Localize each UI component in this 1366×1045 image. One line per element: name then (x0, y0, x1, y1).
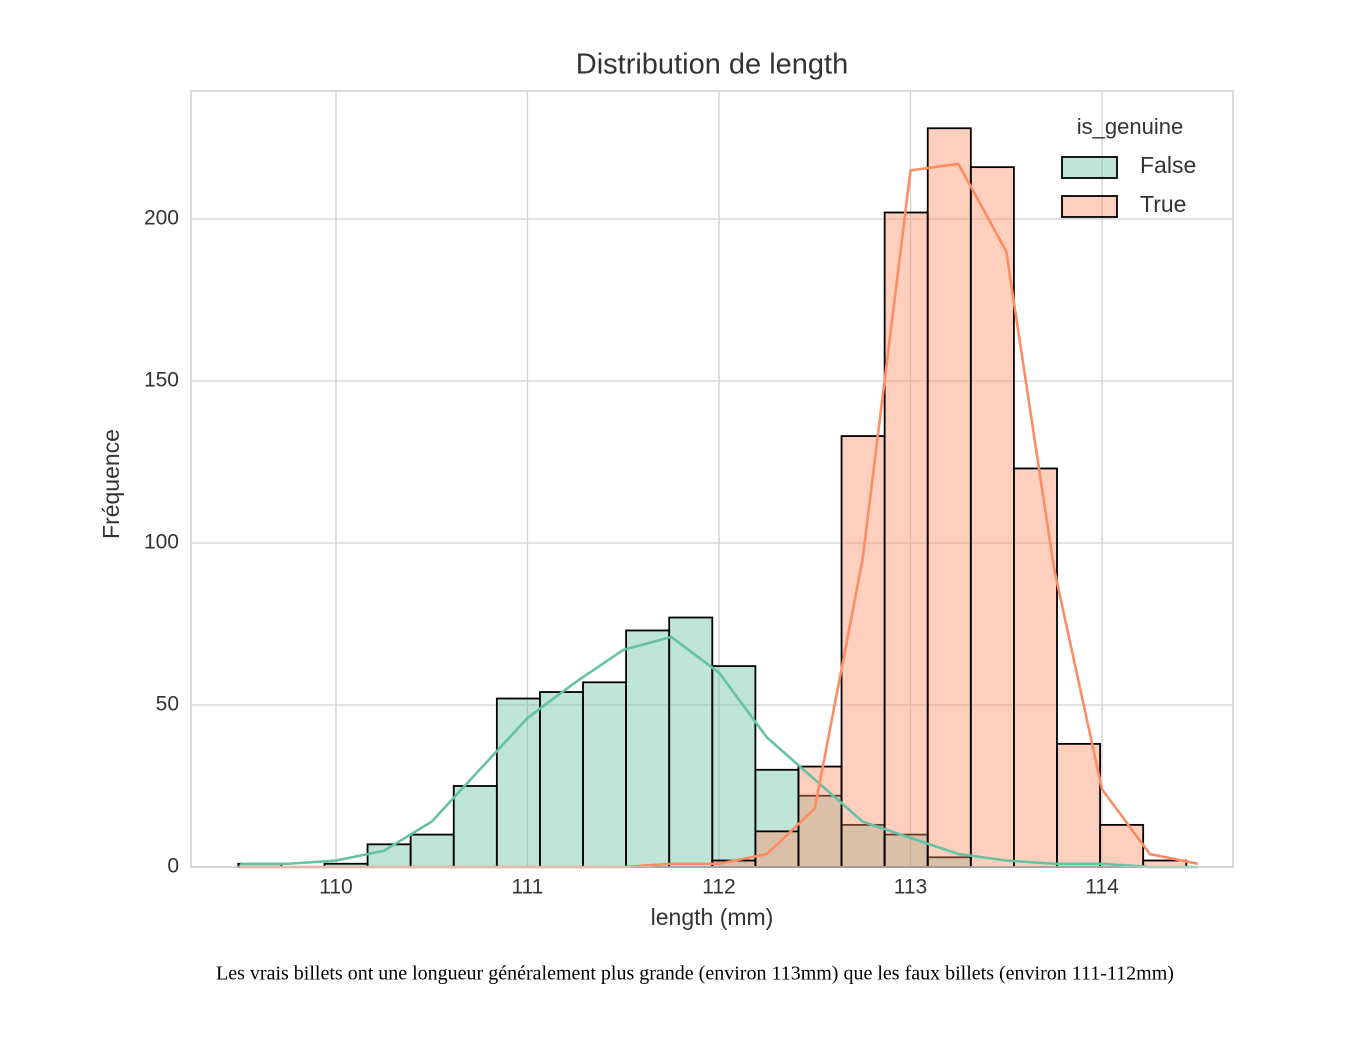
bar (840, 823, 886, 868)
bar (754, 830, 800, 868)
x-tick-label: 114 (1085, 876, 1119, 899)
bar (495, 697, 541, 868)
plot-frame (190, 90, 1234, 868)
x-tick-label: 110 (319, 876, 352, 899)
legend-label: False (1140, 152, 1196, 178)
y-tick-label: 200 (144, 207, 179, 230)
legend-title: is_genuine (1077, 114, 1183, 139)
bar (1056, 742, 1101, 868)
bar (539, 691, 584, 868)
bar (754, 768, 800, 868)
y-tick-label: 0 (167, 855, 179, 878)
bar (1013, 467, 1058, 868)
bar (625, 629, 671, 868)
bar (840, 435, 886, 868)
bar (452, 785, 498, 868)
bar (1099, 823, 1145, 868)
legend-label: True (1140, 191, 1186, 217)
bar (969, 166, 1015, 868)
y-axis-label: Fréquence (98, 429, 124, 539)
bar (582, 681, 628, 868)
legend-swatch (1061, 195, 1118, 218)
y-tick-label: 100 (144, 531, 179, 554)
bar (711, 665, 757, 868)
bar (883, 211, 929, 868)
bar (668, 616, 714, 868)
y-tick-label: 150 (144, 369, 179, 392)
x-axis-label: length (mm) (651, 904, 774, 930)
bar (409, 833, 455, 868)
y-tick-label: 50 (156, 693, 179, 716)
kde-line (240, 635, 1198, 869)
bar (926, 127, 972, 868)
x-tick-label: 111 (512, 876, 544, 899)
x-tick-label: 113 (894, 876, 927, 899)
caption: Les vrais billets ont une longueur génér… (216, 963, 1174, 985)
chart-title: Distribution de length (576, 49, 848, 81)
legend-swatch (1061, 156, 1118, 179)
x-tick-label: 112 (702, 876, 735, 899)
